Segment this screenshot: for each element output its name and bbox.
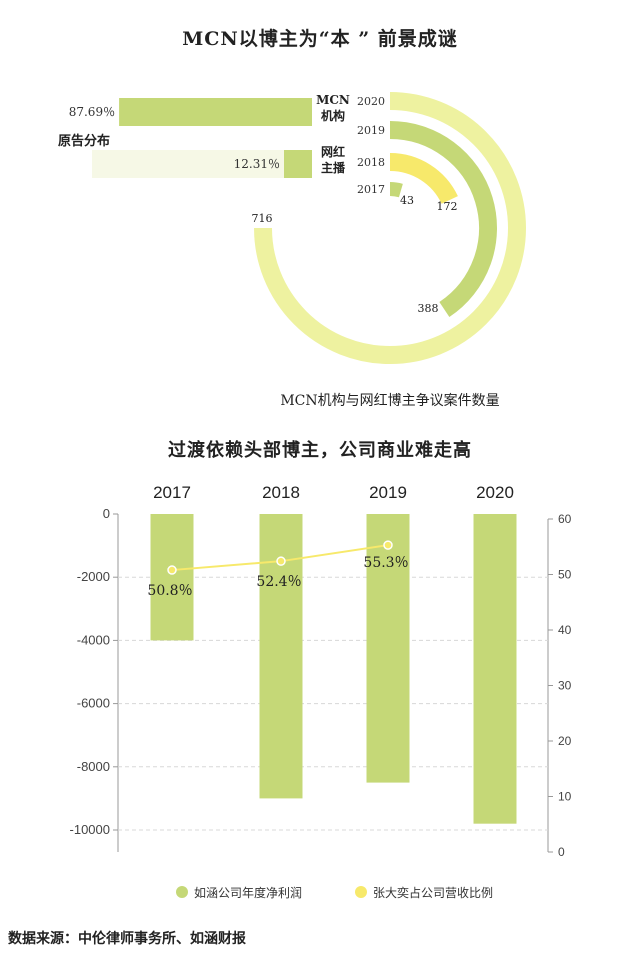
profit-bar bbox=[366, 514, 410, 783]
dispute-year-label: 2018 bbox=[357, 156, 385, 169]
left-tick-label: -10000 bbox=[70, 822, 110, 837]
left-tick-label: -4000 bbox=[77, 632, 110, 647]
plaintiff-category-label: 机构 bbox=[321, 108, 345, 123]
year-label: 2018 bbox=[262, 483, 300, 502]
dispute-year-label: 2017 bbox=[357, 183, 385, 196]
plaintiff-category-label: 主播 bbox=[321, 160, 346, 175]
profit-combo-chart: 0 -2000 -4000 -6000 -8000 -10000 60 50 40 30 20 10 0… bbox=[70, 483, 572, 900]
share-point bbox=[167, 565, 177, 575]
right-tick-label: 40 bbox=[558, 623, 572, 637]
plaintiff-bar bbox=[284, 150, 312, 178]
dispute-chart-title: MCN机构与网红博主争议案件数量 bbox=[280, 392, 499, 409]
legend-swatch-share bbox=[355, 886, 367, 898]
legend-swatch-profit bbox=[176, 886, 188, 898]
plaintiff-title: 原告分布 bbox=[58, 133, 110, 149]
profit-bar bbox=[150, 514, 194, 641]
dispute-arc bbox=[389, 153, 458, 205]
year-label: 2019 bbox=[369, 483, 407, 502]
dispute-value-label: 716 bbox=[252, 212, 273, 225]
share-value-label: 50.8％ bbox=[147, 583, 192, 599]
right-tick-label: 0 bbox=[558, 845, 565, 859]
dispute-year-label: 2020 bbox=[357, 95, 385, 108]
legend-label-share: 张大奕占公司营收比例 bbox=[373, 885, 493, 900]
share-point bbox=[276, 556, 286, 566]
main-title: MCN以博主为“本 ” 前景成谜 bbox=[182, 28, 458, 50]
dispute-value-label: 388 bbox=[418, 302, 439, 315]
left-tick-label: -6000 bbox=[77, 696, 110, 711]
share-point bbox=[383, 540, 393, 550]
plaintiff-value-label: 87.69％ bbox=[69, 105, 115, 119]
plaintiff-bar bbox=[119, 98, 312, 126]
year-label: 2020 bbox=[476, 483, 514, 502]
right-tick-label: 10 bbox=[558, 790, 572, 804]
profit-bar bbox=[473, 514, 517, 824]
dispute-arc bbox=[389, 182, 403, 198]
plaintiff-bar-backdrop bbox=[92, 150, 312, 178]
right-tick-label: 20 bbox=[558, 734, 572, 748]
share-value-label: 52.4％ bbox=[256, 574, 301, 590]
dispute-arc bbox=[389, 121, 497, 318]
right-tick-label: 60 bbox=[558, 512, 572, 526]
combo-title: 过渡依赖头部博主，公司商业难走高 bbox=[168, 440, 472, 461]
dispute-year-label: 2019 bbox=[357, 124, 385, 137]
right-tick-label: 50 bbox=[558, 568, 572, 582]
year-label: 2017 bbox=[153, 483, 191, 502]
dispute-value-label: 43 bbox=[400, 194, 414, 207]
share-value-label: 55.3％ bbox=[363, 555, 408, 571]
plaintiff-category-label: 网红 bbox=[321, 144, 345, 159]
dispute-radial-chart: 2020 2019 2018 2017 716 388 172 43 MCN机构与网红博主争议案… bbox=[252, 92, 526, 409]
dispute-arc bbox=[254, 92, 526, 364]
left-tick-label: -8000 bbox=[77, 759, 110, 774]
legend-label-profit: 如涵公司年度净利润 bbox=[194, 885, 302, 900]
source-note: 数据来源：中伦律师事务所、如涵财报 bbox=[8, 931, 246, 947]
plaintiff-category-label: MCN bbox=[316, 93, 350, 107]
left-tick-label: -2000 bbox=[77, 569, 110, 584]
dispute-value-label: 172 bbox=[437, 200, 458, 213]
left-tick-label: 0 bbox=[103, 506, 110, 521]
plaintiff-value-label: 12.31％ bbox=[234, 157, 280, 171]
right-tick-label: 30 bbox=[558, 679, 572, 693]
